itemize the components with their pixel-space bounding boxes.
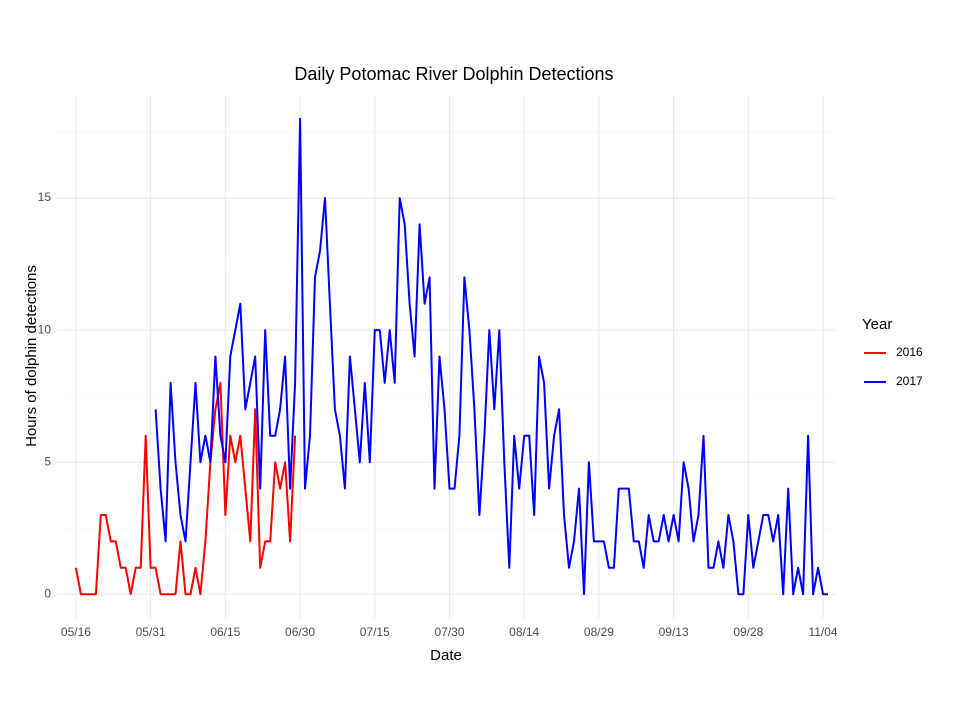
- x-tick-label: 09/13: [659, 625, 689, 639]
- y-tick-label: 10: [38, 322, 52, 336]
- legend-title: Year: [862, 316, 892, 333]
- y-axis-label: Hours of dolphin detections: [23, 265, 40, 447]
- x-tick-label: 06/15: [210, 625, 240, 639]
- line-series: [74, 381, 297, 596]
- chart-title: Daily Potomac River Dolphin Detections: [294, 64, 613, 84]
- x-tick-label: 06/30: [285, 625, 315, 639]
- legend-label: 2016: [896, 345, 923, 359]
- x-tick-label: 07/15: [360, 625, 390, 639]
- x-tick-label: 05/31: [136, 625, 166, 639]
- x-tick-label: 08/29: [584, 625, 614, 639]
- x-tick-label: 07/30: [434, 625, 464, 639]
- x-tick-label: 08/14: [509, 625, 539, 639]
- x-tick-label: 05/16: [61, 625, 91, 639]
- y-tick-label: 15: [38, 190, 52, 204]
- x-tick-label: 11/04: [808, 625, 837, 639]
- x-tick-label: 09/28: [733, 625, 763, 639]
- x-axis-label: Date: [430, 647, 462, 664]
- line-series: [154, 117, 828, 596]
- legend-label: 2017: [896, 374, 923, 388]
- y-tick-label: 0: [44, 586, 51, 600]
- y-tick-label: 5: [44, 454, 51, 468]
